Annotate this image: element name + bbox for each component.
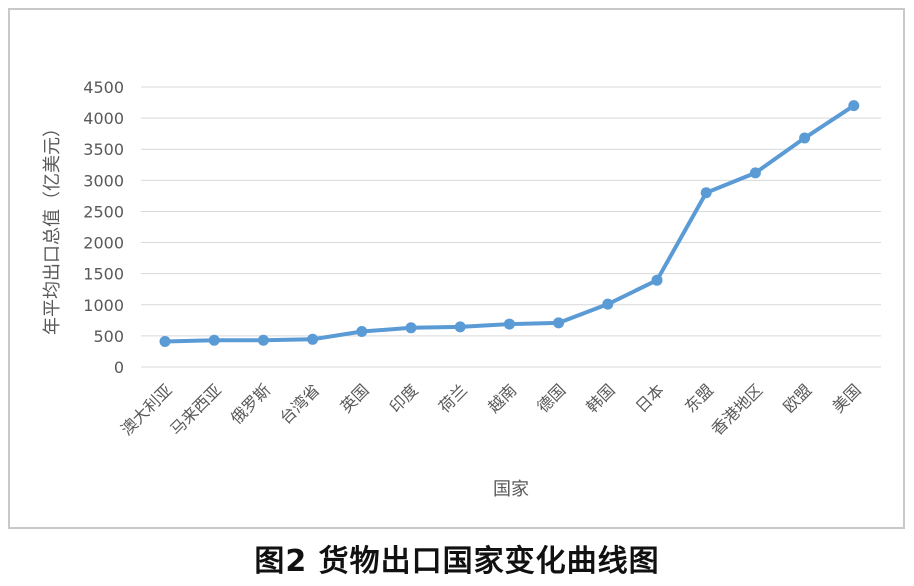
data-point	[503, 318, 515, 330]
data-point	[651, 274, 663, 286]
x-tick-label: 欧盟	[779, 380, 815, 416]
data-point	[257, 334, 269, 346]
x-tick-label: 俄罗斯	[227, 380, 274, 427]
x-tick-label: 澳大利亚	[117, 380, 176, 439]
x-tick-label: 日本	[632, 380, 668, 416]
chart-frame	[8, 8, 905, 529]
data-point	[700, 187, 712, 199]
x-tick-label: 美国	[829, 380, 865, 416]
y-tick-label: 3500	[83, 140, 124, 159]
data-point	[307, 333, 319, 345]
y-tick-label: 1500	[83, 265, 124, 284]
y-axis-ticks: 0 500 1000 1500 2000 2500 3000 3500 4000 4500	[83, 78, 124, 377]
y-axis-title: 年平均出口总值（亿美元）	[42, 119, 63, 335]
y-tick-label: 500	[93, 327, 124, 346]
x-tick-label: 英国	[337, 380, 373, 416]
figure-caption: 图2 货物出口国家变化曲线图	[254, 544, 660, 579]
x-tick-label: 印度	[386, 380, 422, 416]
x-tick-label: 越南	[484, 380, 520, 416]
y-tick-label: 4500	[83, 78, 124, 97]
y-tick-label: 1000	[83, 296, 124, 315]
x-tick-label: 德国	[533, 380, 569, 416]
x-tick-label: 荷兰	[435, 380, 471, 416]
series-layer	[159, 100, 860, 347]
data-point	[749, 167, 761, 179]
series-line	[163, 103, 856, 344]
x-tick-label: 台湾省	[276, 380, 323, 427]
y-tick-label: 0	[114, 358, 124, 377]
data-point	[553, 317, 565, 329]
x-tick-label: 韩国	[583, 380, 619, 416]
x-axis-title: 国家	[493, 479, 529, 500]
x-tick-label: 东盟	[681, 380, 717, 416]
data-point	[602, 298, 614, 310]
y-tick-label: 2000	[83, 234, 124, 253]
data-point	[799, 132, 811, 144]
x-tick-label: 马来西亚	[166, 380, 225, 439]
y-tick-label: 4000	[83, 109, 124, 128]
data-point	[405, 322, 417, 334]
y-tick-label: 3000	[83, 171, 124, 190]
x-tick-label: 香港地区	[708, 380, 767, 439]
y-tick-label: 2500	[83, 202, 124, 221]
data-point	[159, 335, 171, 347]
data-point	[454, 321, 466, 333]
data-point	[208, 334, 220, 346]
data-point	[356, 326, 368, 338]
data-point	[848, 100, 860, 112]
